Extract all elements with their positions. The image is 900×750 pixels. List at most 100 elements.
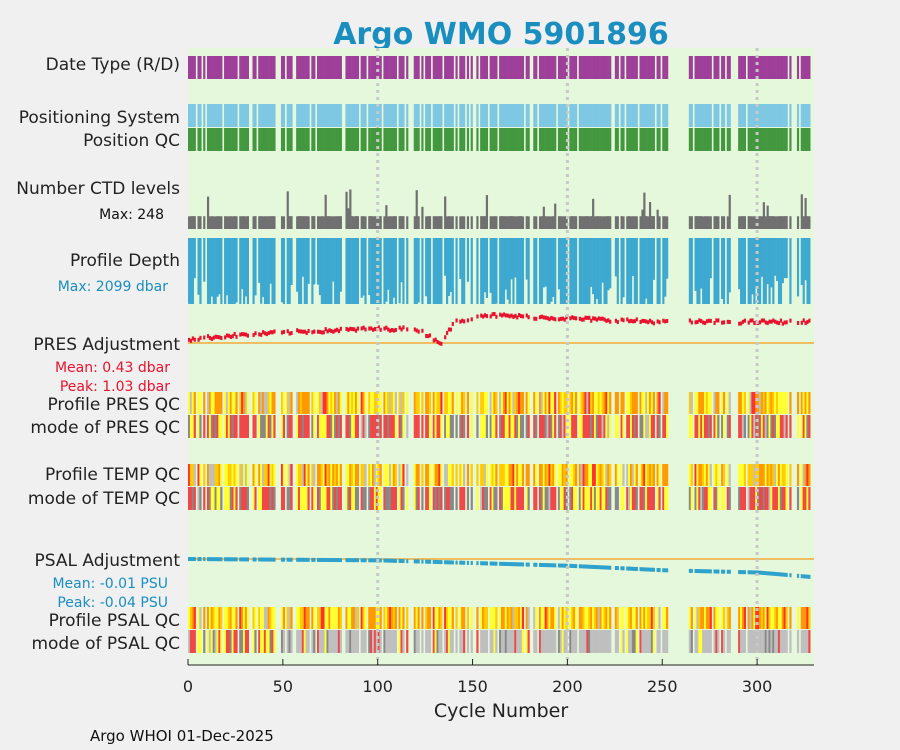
profile-depth-bar: [288, 238, 291, 304]
mode-temp-qc-band-mark: [592, 487, 595, 510]
position-qc-band-mark: [387, 128, 390, 151]
profile-psal-qc-band-mark: [440, 607, 443, 629]
ctd-level-bar: [417, 216, 420, 229]
mode-pres-qc-band-mark: [444, 415, 447, 438]
positioning-band-mark: [425, 104, 428, 127]
mode-temp-qc-band-mark: [280, 487, 284, 510]
pres-adjustment-point: [760, 318, 764, 323]
position-qc-band-mark: [605, 128, 608, 151]
ctd-level-bar: [647, 216, 650, 229]
profile-psal-qc-band-mark: [298, 607, 301, 629]
position-qc-band-mark: [428, 128, 432, 151]
position-qc-band-mark: [688, 128, 691, 151]
profile-depth-bar: [525, 238, 528, 280]
pres-adjustment-point: [246, 333, 250, 338]
date-type-band-mark: [220, 56, 223, 79]
pres-adjustment-point: [586, 315, 589, 320]
date-type-band-mark: [470, 56, 473, 79]
ctd-level-bar: [658, 216, 661, 229]
profile-psal-qc-band-mark: [461, 607, 464, 629]
pres-adjustment-point: [364, 327, 367, 332]
positioning-band-mark: [252, 104, 255, 127]
psal-adjustment-point: [804, 574, 807, 579]
date-type-band-mark: [616, 56, 619, 79]
positioning-band-mark: [751, 104, 754, 127]
psal-adjustment-point: [235, 557, 238, 562]
mode-pres-qc-band-mark: [802, 415, 805, 438]
pres-adjustment-point: [214, 334, 217, 339]
pres-adjustment-point: [614, 318, 618, 323]
positioning-band-mark: [647, 104, 650, 127]
date-type-band-mark: [368, 56, 371, 79]
mode-temp-qc-band-mark: [214, 487, 217, 510]
mode-temp-qc-band-mark: [260, 487, 263, 510]
ctd-level-bar: [629, 216, 633, 229]
pres-adjustment-point: [666, 319, 669, 324]
profile-depth-bar: [372, 238, 375, 304]
profile-pres-qc-band-mark: [425, 392, 428, 414]
pres-adjustment-point: [777, 321, 781, 326]
profile-psal-qc-band-mark: [747, 607, 750, 629]
date-type-band-mark: [755, 56, 758, 79]
positioning-band-mark: [326, 104, 329, 127]
profile-depth-bar: [290, 238, 293, 285]
mode-psal-qc-band-mark: [501, 630, 504, 653]
date-type-band-mark: [244, 56, 248, 79]
ctd-level-bar: [206, 196, 210, 229]
mode-temp-qc-band-mark: [652, 487, 655, 510]
profile-pres-qc-band-mark: [466, 392, 470, 414]
profile-depth-bar: [622, 238, 625, 298]
mode-temp-qc-band-mark: [463, 487, 466, 510]
psal-adjustment-point: [373, 558, 377, 563]
mode-temp-qc-band-mark: [768, 487, 771, 510]
position-qc-band-mark: [590, 128, 593, 151]
positioning-band-mark: [421, 104, 424, 127]
psal-adjustment-point: [445, 560, 449, 565]
profile-depth-bar: [597, 238, 600, 304]
position-qc-band-mark: [303, 128, 306, 151]
ctd-level-bar: [662, 216, 665, 229]
profile-psal-qc-band-mark: [770, 607, 773, 629]
mode-pres-qc-band-mark: [233, 415, 236, 438]
row-label-position-qc: Position QC: [83, 131, 180, 151]
mode-pres-qc-band-mark: [696, 415, 699, 438]
profile-psal-qc-band-mark: [544, 607, 547, 629]
psal-adjustment-point: [290, 557, 293, 562]
profile-pres-qc-band-mark: [550, 392, 553, 414]
profile-depth-bar: [504, 238, 507, 290]
mode-psal-qc-band-mark: [709, 630, 712, 653]
mode-pres-qc-band-mark: [480, 415, 483, 438]
profile-depth-bar: [705, 238, 709, 304]
date-type-band-mark: [254, 56, 257, 79]
pres-adjustment-point: [580, 317, 583, 322]
profile-pres-qc-band-mark: [563, 392, 566, 414]
mode-temp-qc-band-mark: [480, 487, 483, 510]
mode-psal-qc-band-mark: [688, 630, 691, 653]
profile-psal-qc-band-mark: [758, 607, 762, 629]
positioning-band-mark: [301, 104, 305, 127]
mode-temp-qc-band-mark: [770, 487, 773, 510]
profile-depth-bar: [385, 238, 388, 302]
profile-depth-bar: [599, 238, 602, 304]
mode-psal-qc-band-mark: [557, 630, 561, 653]
profile-temp-qc-band-mark: [373, 464, 377, 486]
mode-psal-qc-band-mark: [605, 630, 608, 653]
ctd-level-bar: [757, 216, 760, 229]
position-qc-band-mark: [696, 128, 699, 151]
psal-adjustment-point: [299, 557, 303, 562]
profile-depth-bar: [584, 238, 587, 304]
mode-psal-qc-band-mark: [493, 630, 496, 653]
pres-adjustment-point: [377, 325, 380, 330]
mode-temp-qc-band-mark: [688, 487, 691, 510]
profile-depth-bar: [485, 238, 489, 298]
profile-psal-qc-band-mark: [203, 607, 206, 629]
profile-psal-qc-band-mark: [214, 607, 217, 629]
date-type-band-mark: [569, 56, 572, 79]
positioning-band-mark: [203, 104, 206, 127]
psal-adjustment-point: [588, 564, 591, 569]
date-type-band-mark: [305, 56, 308, 79]
ctd-level-bar: [645, 216, 648, 229]
date-type-band-mark: [394, 56, 397, 79]
ctd-level-bar: [631, 216, 635, 229]
date-type-band-mark: [499, 56, 502, 79]
